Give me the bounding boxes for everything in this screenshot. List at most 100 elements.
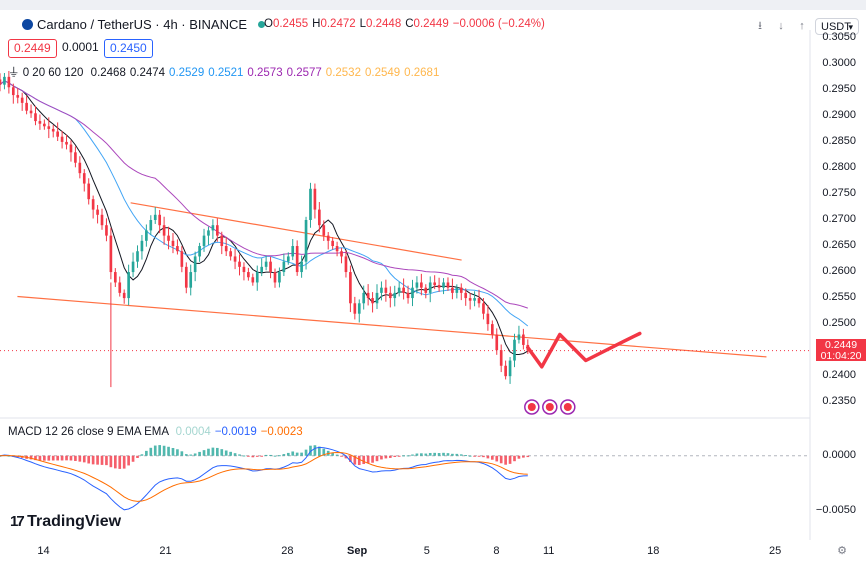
candle-body: [202, 235, 206, 247]
candle-body: [233, 256, 237, 262]
sell-price-box[interactable]: 0.2449: [8, 39, 57, 58]
ada-logo-icon: [22, 19, 33, 30]
candle-body: [522, 334, 525, 345]
macd-histogram-bar: [437, 453, 441, 456]
candle-body: [384, 287, 388, 293]
candle-body: [220, 235, 224, 247]
macd-histogram-bar: [51, 455, 55, 461]
candle-body: [100, 214, 104, 226]
candle-body: [309, 188, 312, 220]
arrow-down-icon[interactable]: ⭳: [758, 20, 762, 32]
price-tick: 0.2550: [822, 291, 856, 304]
macd-histogram-bar: [74, 455, 77, 461]
ohlc-item: −0.0006 (−0.24%): [452, 18, 545, 30]
candle-body: [420, 282, 423, 288]
candle-body: [477, 298, 481, 304]
macd-histogram-bar: [526, 455, 530, 458]
macd-histogram-bar: [313, 445, 317, 456]
macd-tick: −0.0050: [815, 503, 856, 516]
ma-indicator-legend[interactable]: ⏚ 0 20 60 120 0.2468 0.2474 0.2529 0.2521 0.…: [8, 64, 439, 80]
ohlc-values: O0.2455 H0.2472 L0.2448 C0.2449 −0.0006 (−0.…: [264, 18, 549, 30]
macd-histogram-bar: [29, 455, 33, 460]
candle-body: [304, 220, 308, 262]
candles: [0, 70, 530, 388]
macd-histogram-bar: [473, 455, 476, 457]
macd-tick: 0.0000: [822, 448, 856, 461]
macd-histogram-bar: [482, 455, 485, 458]
candle-body: [207, 230, 210, 236]
time-tick: 5: [423, 545, 430, 557]
macd-histogram-bar: [357, 455, 361, 466]
macd-histogram-bar: [255, 455, 259, 457]
tradingview-logo[interactable]: 17 TradingView: [10, 513, 121, 531]
macd-histogram-bar: [251, 455, 255, 458]
candle-body: [7, 76, 11, 88]
candle-body: [388, 292, 392, 299]
candle-body: [495, 334, 499, 351]
symbol-title[interactable]: Cardano / TetherUS · 4h · BINANCE: [22, 17, 265, 32]
candle-body: [490, 324, 494, 335]
candle-body: [51, 128, 55, 132]
macd-histogram-bar: [153, 445, 157, 456]
candle-body: [216, 225, 219, 236]
ma-value: 0.2577: [286, 67, 322, 79]
currency-label: USDT: [821, 21, 851, 33]
macd-histogram-bar: [415, 453, 419, 456]
macd-histogram-bar: [490, 455, 494, 460]
projection-drawing: [526, 331, 642, 369]
ma-value: 0.2549: [364, 67, 401, 79]
candle-body: [473, 298, 476, 301]
candle-body: [318, 209, 321, 226]
macd-histogram-bar: [353, 455, 357, 465]
buy-price-box[interactable]: 0.2450: [104, 39, 153, 58]
candle-body: [415, 282, 419, 288]
macd-histogram-bar: [366, 455, 370, 464]
price-tick: 0.2350: [822, 395, 856, 408]
macd-histogram-bar: [34, 455, 37, 461]
macd-histogram-bar: [282, 454, 286, 456]
macd-histogram-bar: [0, 455, 2, 457]
candle-body: [313, 188, 317, 210]
macd-histogram-bar: [411, 454, 414, 456]
time-tick: 8: [493, 545, 500, 557]
candle-body: [74, 152, 77, 163]
macd-label: MACD 12 26 close 9 EMA EMA: [8, 426, 169, 438]
signal-line: [0, 451, 528, 502]
ohlc-item: L0.2448: [359, 18, 402, 30]
candle-body: [411, 287, 414, 299]
ma-value: 0.2681: [404, 67, 440, 79]
ma-value: 0.2474: [129, 67, 166, 79]
macd-histogram-bar: [424, 453, 428, 456]
macd-pane: [0, 445, 810, 511]
settings-gear-icon[interactable]: ⚙: [837, 545, 847, 557]
currency-select[interactable]: USDT ▾: [815, 18, 859, 35]
candle-body: [29, 110, 33, 114]
macd-histogram-bar: [96, 455, 99, 465]
macd-legend[interactable]: MACD 12 26 close 9 EMA EMA 0.0004 −0.0019…: [8, 426, 303, 438]
macd-histogram-bar: [38, 455, 42, 461]
candle-body: [16, 95, 20, 98]
candle-body: [393, 292, 397, 299]
macd-histogram-bar: [273, 455, 277, 457]
candle-body: [118, 282, 122, 293]
candle-body: [56, 131, 59, 137]
arrow-down-icon[interactable]: ↓: [778, 20, 784, 32]
channel-lower-line: [17, 295, 767, 358]
candle-body: [513, 339, 516, 361]
ohlc-item: O0.2455: [264, 18, 309, 30]
macd-histogram-bar: [420, 453, 423, 456]
time-tick: Sep: [347, 545, 368, 557]
candle-body: [464, 292, 468, 299]
candle-body: [145, 230, 148, 241]
macd-histogram-bar: [349, 455, 352, 462]
macd-histogram-bar: [162, 445, 166, 456]
macd-histogram-bar: [109, 455, 113, 468]
ma-value: 0.2521: [208, 67, 244, 79]
last-price-value: 0.2449: [824, 339, 858, 351]
chevron-down-icon: ▾: [848, 22, 853, 32]
candle-body: [69, 144, 73, 153]
macd-histogram-bar: [269, 454, 272, 456]
last-price-tag: 0.2449 01:04:20: [816, 339, 866, 362]
arrow-up-icon[interactable]: ↑: [799, 20, 805, 32]
